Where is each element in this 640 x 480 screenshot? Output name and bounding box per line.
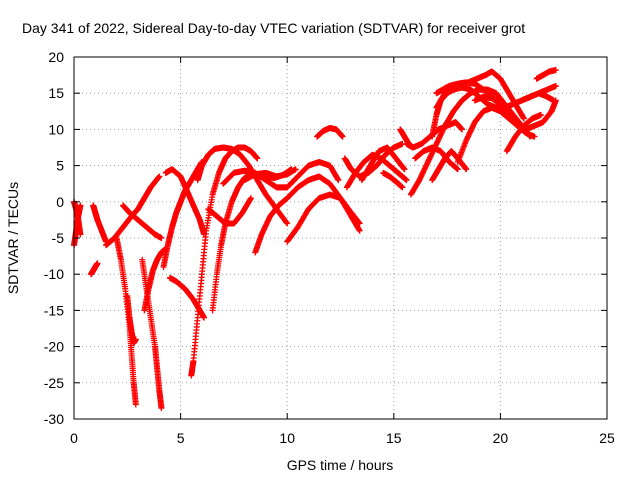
data-point <box>77 202 84 209</box>
data-point <box>339 133 346 140</box>
x-axis-label: GPS time / hours <box>287 457 394 473</box>
data-point <box>94 260 101 267</box>
y-tick-label: 5 <box>56 158 64 174</box>
data-point <box>552 82 559 89</box>
data-point <box>463 166 470 173</box>
y-tick-label: -20 <box>44 339 64 355</box>
x-tick-label: 0 <box>70 430 78 446</box>
data-point <box>158 405 165 412</box>
series-arc-6 <box>113 235 139 408</box>
series-arc-4 <box>90 202 109 245</box>
y-axis-label: SDTVAR / TECUs <box>5 182 21 294</box>
x-tick-label: 15 <box>386 430 402 446</box>
data-point <box>284 220 291 227</box>
data-point <box>283 219 290 226</box>
data-point <box>550 97 557 104</box>
y-tick-label: -25 <box>44 375 64 391</box>
data-point <box>399 184 406 191</box>
series-arc-24 <box>343 151 410 191</box>
data-point <box>401 166 408 173</box>
data-point <box>254 155 261 162</box>
axis-ticks <box>73 56 608 420</box>
y-tick-label: -30 <box>44 411 64 427</box>
data-points <box>71 67 559 412</box>
data-point <box>77 231 84 238</box>
y-tick-label: -5 <box>52 230 65 246</box>
series-arc-15 <box>194 144 291 227</box>
series-arc-19 <box>220 158 342 191</box>
x-tick-label: 5 <box>177 430 185 446</box>
y-tick-label: 0 <box>56 194 64 210</box>
data-point <box>132 401 139 408</box>
series-arc-7 <box>124 292 139 346</box>
series-arc-11 <box>160 158 205 270</box>
data-point <box>520 115 527 122</box>
data-point <box>158 235 165 241</box>
y-tick-label: 20 <box>48 49 64 65</box>
data-point <box>454 166 461 173</box>
series-arc-8 <box>120 202 165 241</box>
x-tick-label: 25 <box>599 430 615 446</box>
data-point <box>537 111 544 118</box>
series-arc-12 <box>162 166 208 238</box>
series-arc-21 <box>284 191 363 245</box>
series-arc-3 <box>88 260 101 278</box>
y-tick-label: -15 <box>44 302 64 318</box>
data-point <box>403 177 410 184</box>
series-arc-26 <box>380 169 406 191</box>
data-point <box>335 177 342 184</box>
x-tick-label: 20 <box>493 430 509 446</box>
data-point <box>356 220 363 227</box>
series-arc-38 <box>518 90 557 104</box>
series-arc-25 <box>358 144 408 184</box>
y-tick-label: -10 <box>44 266 64 282</box>
data-point <box>247 195 254 202</box>
series-arc-22 <box>314 124 346 140</box>
data-point <box>156 173 163 180</box>
y-tick-label: 10 <box>48 121 64 137</box>
data-point <box>531 133 538 140</box>
data-point <box>459 126 466 133</box>
data-point <box>292 166 299 173</box>
data-point <box>356 227 363 234</box>
series-arc-10 <box>141 245 169 314</box>
series-arc-32 <box>429 148 470 184</box>
x-tick-label: 10 <box>279 430 295 446</box>
series-arc-2 <box>71 198 84 238</box>
data-point <box>552 67 559 74</box>
data-point <box>201 314 208 321</box>
tick-labels: 0 5 10 15 20 25 -30 -25 -20 -15 -10 -5 0 5 10 15 20 <box>44 49 615 446</box>
series-arc-37 <box>503 111 544 155</box>
series-arc-5 <box>102 173 163 249</box>
series-arc-28 <box>403 119 466 151</box>
chart-title: Day 341 of 2022, Sidereal Day-to-day VTE… <box>22 20 525 36</box>
y-tick-label: 15 <box>48 85 64 101</box>
data-point <box>132 336 139 343</box>
series-arc-39 <box>533 67 559 82</box>
